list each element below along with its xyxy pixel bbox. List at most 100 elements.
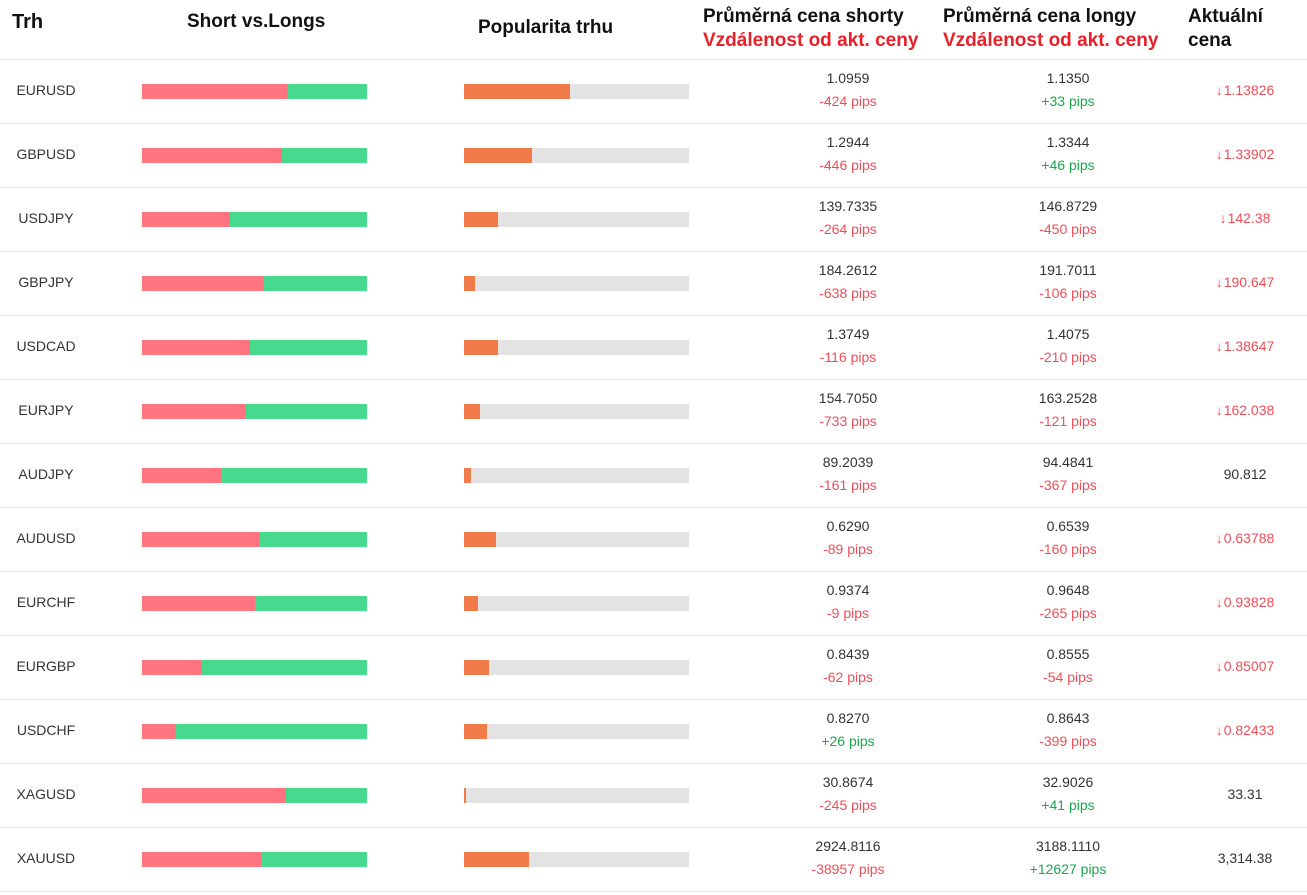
avg-long-distance: +33 pips	[1041, 93, 1095, 109]
table-row[interactable]: AUDJPY 89.2039 -161 pips 94.4841 -367 pi…	[0, 444, 1307, 508]
market-symbol[interactable]: EURJPY	[18, 402, 74, 418]
long-share-fill	[245, 404, 367, 419]
short-long-ratio-bar	[142, 404, 367, 419]
header-current-price-line2: cena	[1188, 30, 1232, 51]
current-price-cell: ↓1.13826	[1180, 82, 1307, 98]
market-symbol[interactable]: USDJPY	[18, 210, 74, 226]
avg-short-distance: -264 pips	[819, 221, 877, 237]
avg-short-distance: -424 pips	[819, 93, 877, 109]
arrow-down-icon: ↓	[1215, 530, 1223, 546]
market-symbol[interactable]: GBPJPY	[18, 274, 74, 290]
market-symbol[interactable]: GBPUSD	[16, 146, 76, 162]
market-symbol[interactable]: EURCHF	[16, 594, 76, 610]
popularity-fill	[464, 788, 467, 803]
short-share-fill	[142, 84, 289, 99]
avg-long-price: 163.2528	[1038, 390, 1098, 406]
avg-long-price: 191.7011	[1039, 262, 1097, 278]
avg-short-price: 0.9374	[826, 582, 870, 598]
avg-long-distance: +41 pips	[1041, 797, 1095, 813]
market-symbol[interactable]: XAGUSD	[16, 786, 76, 802]
avg-short-distance: +26 pips	[821, 733, 875, 749]
avg-long-price: 3188.1110	[1035, 838, 1101, 854]
avg-short-price: 2924.8116	[815, 838, 881, 854]
table-row[interactable]: USDJPY 139.7335 -264 pips 146.8729 -450 …	[0, 188, 1307, 252]
current-price: 1.38647	[1223, 338, 1275, 354]
market-symbol[interactable]: XAUUSD	[16, 850, 76, 866]
short-share-fill	[142, 148, 282, 163]
current-price-cell: ↓162.038	[1180, 402, 1307, 418]
market-symbol[interactable]: EURGBP	[16, 658, 76, 674]
popularity-bar	[464, 340, 689, 355]
popularity-bar	[464, 148, 689, 163]
popularity-fill	[464, 660, 489, 675]
avg-long-price: 1.3344	[1046, 134, 1090, 150]
avg-short-distance: -446 pips	[819, 157, 877, 173]
short-long-ratio-bar	[142, 788, 367, 803]
avg-long-distance: -160 pips	[1039, 541, 1097, 557]
arrow-down-icon: ↓	[1219, 210, 1227, 226]
table-row[interactable]: EURGBP 0.8439 -62 pips 0.8555 -54 pips ↓…	[0, 636, 1307, 700]
avg-long-distance: -106 pips	[1039, 285, 1097, 301]
table-row[interactable]: USDCHF 0.8270 +26 pips 0.8643 -399 pips …	[0, 700, 1307, 764]
market-symbol[interactable]: USDCAD	[16, 338, 76, 354]
current-price-cell: ↓0.82433	[1180, 722, 1307, 738]
market-symbol[interactable]: EURUSD	[16, 82, 76, 98]
header-short-vs-longs: Short vs.Longs	[187, 11, 326, 32]
avg-long-distance: -54 pips	[1043, 669, 1093, 685]
header-avg-long: Průměrná cena longy Vzdálenost od akt. c…	[943, 5, 1158, 53]
short-share-fill	[142, 468, 221, 483]
current-price-cell: 90.812	[1180, 466, 1307, 482]
popularity-bar	[464, 532, 689, 547]
avg-short-distance: -9 pips	[826, 605, 870, 621]
header-avg-long-subtitle: Vzdálenost od akt. ceny	[943, 30, 1159, 51]
arrow-down-icon: ↓	[1215, 594, 1223, 610]
short-long-ratio-bar	[142, 660, 367, 675]
avg-short-price: 1.0959	[826, 70, 870, 86]
short-long-ratio-bar	[142, 468, 367, 483]
avg-short-price: 184.2612	[818, 262, 878, 278]
arrow-down-icon: ↓	[1215, 274, 1223, 290]
avg-short-price: 30.8674	[822, 774, 874, 790]
current-price: 33.31	[1227, 786, 1263, 802]
avg-long-distance: -265 pips	[1039, 605, 1097, 621]
table-row[interactable]: EURJPY 154.7050 -733 pips 163.2528 -121 …	[0, 380, 1307, 444]
table-row[interactable]: XAGUSD 30.8674 -245 pips 32.9026 +41 pip…	[0, 764, 1307, 828]
avg-short-distance: -38957 pips	[811, 861, 885, 877]
popularity-fill	[464, 404, 480, 419]
table-row[interactable]: XAUUSD 2924.8116 -38957 pips 3188.1110 +…	[0, 828, 1307, 892]
avg-long-price: 0.8643	[1046, 710, 1090, 726]
short-long-ratio-bar	[142, 724, 367, 739]
current-price-cell: ↓190.647	[1180, 274, 1307, 290]
table-row[interactable]: AUDUSD 0.6290 -89 pips 0.6539 -160 pips …	[0, 508, 1307, 572]
avg-long-distance: +46 pips	[1041, 157, 1095, 173]
popularity-bar	[464, 852, 689, 867]
long-share-fill	[175, 724, 367, 739]
current-price: 3,314.38	[1217, 850, 1273, 866]
popularity-bar	[464, 660, 689, 675]
avg-short-price: 1.2944	[826, 134, 870, 150]
popularity-fill	[464, 340, 498, 355]
short-share-fill	[142, 404, 246, 419]
avg-short-price: 0.6290	[826, 518, 870, 534]
avg-long-distance: -210 pips	[1039, 349, 1097, 365]
market-symbol[interactable]: AUDJPY	[18, 466, 74, 482]
market-symbol[interactable]: AUDUSD	[16, 530, 76, 546]
popularity-fill	[464, 276, 476, 291]
header-current-price-line1: Aktuální	[1188, 6, 1263, 27]
current-price: 1.13826	[1223, 82, 1275, 98]
avg-long-price: 94.4841	[1042, 454, 1094, 470]
avg-short-distance: -89 pips	[823, 541, 873, 557]
avg-short-distance: -638 pips	[819, 285, 877, 301]
table-row[interactable]: GBPJPY 184.2612 -638 pips 191.7011 -106 …	[0, 252, 1307, 316]
table-row[interactable]: EURUSD 1.0959 -424 pips 1.1350 +33 pips …	[0, 60, 1307, 124]
table-row[interactable]: EURCHF 0.9374 -9 pips 0.9648 -265 pips ↓…	[0, 572, 1307, 636]
long-share-fill	[250, 340, 367, 355]
table-row[interactable]: GBPUSD 1.2944 -446 pips 1.3344 +46 pips …	[0, 124, 1307, 188]
short-share-fill	[142, 276, 264, 291]
table-row[interactable]: USDCAD 1.3749 -116 pips 1.4075 -210 pips…	[0, 316, 1307, 380]
current-price-cell: ↓1.38647	[1180, 338, 1307, 354]
avg-short-distance: -733 pips	[819, 413, 877, 429]
market-symbol[interactable]: USDCHF	[16, 722, 76, 738]
current-price-cell: 33.31	[1180, 786, 1307, 802]
